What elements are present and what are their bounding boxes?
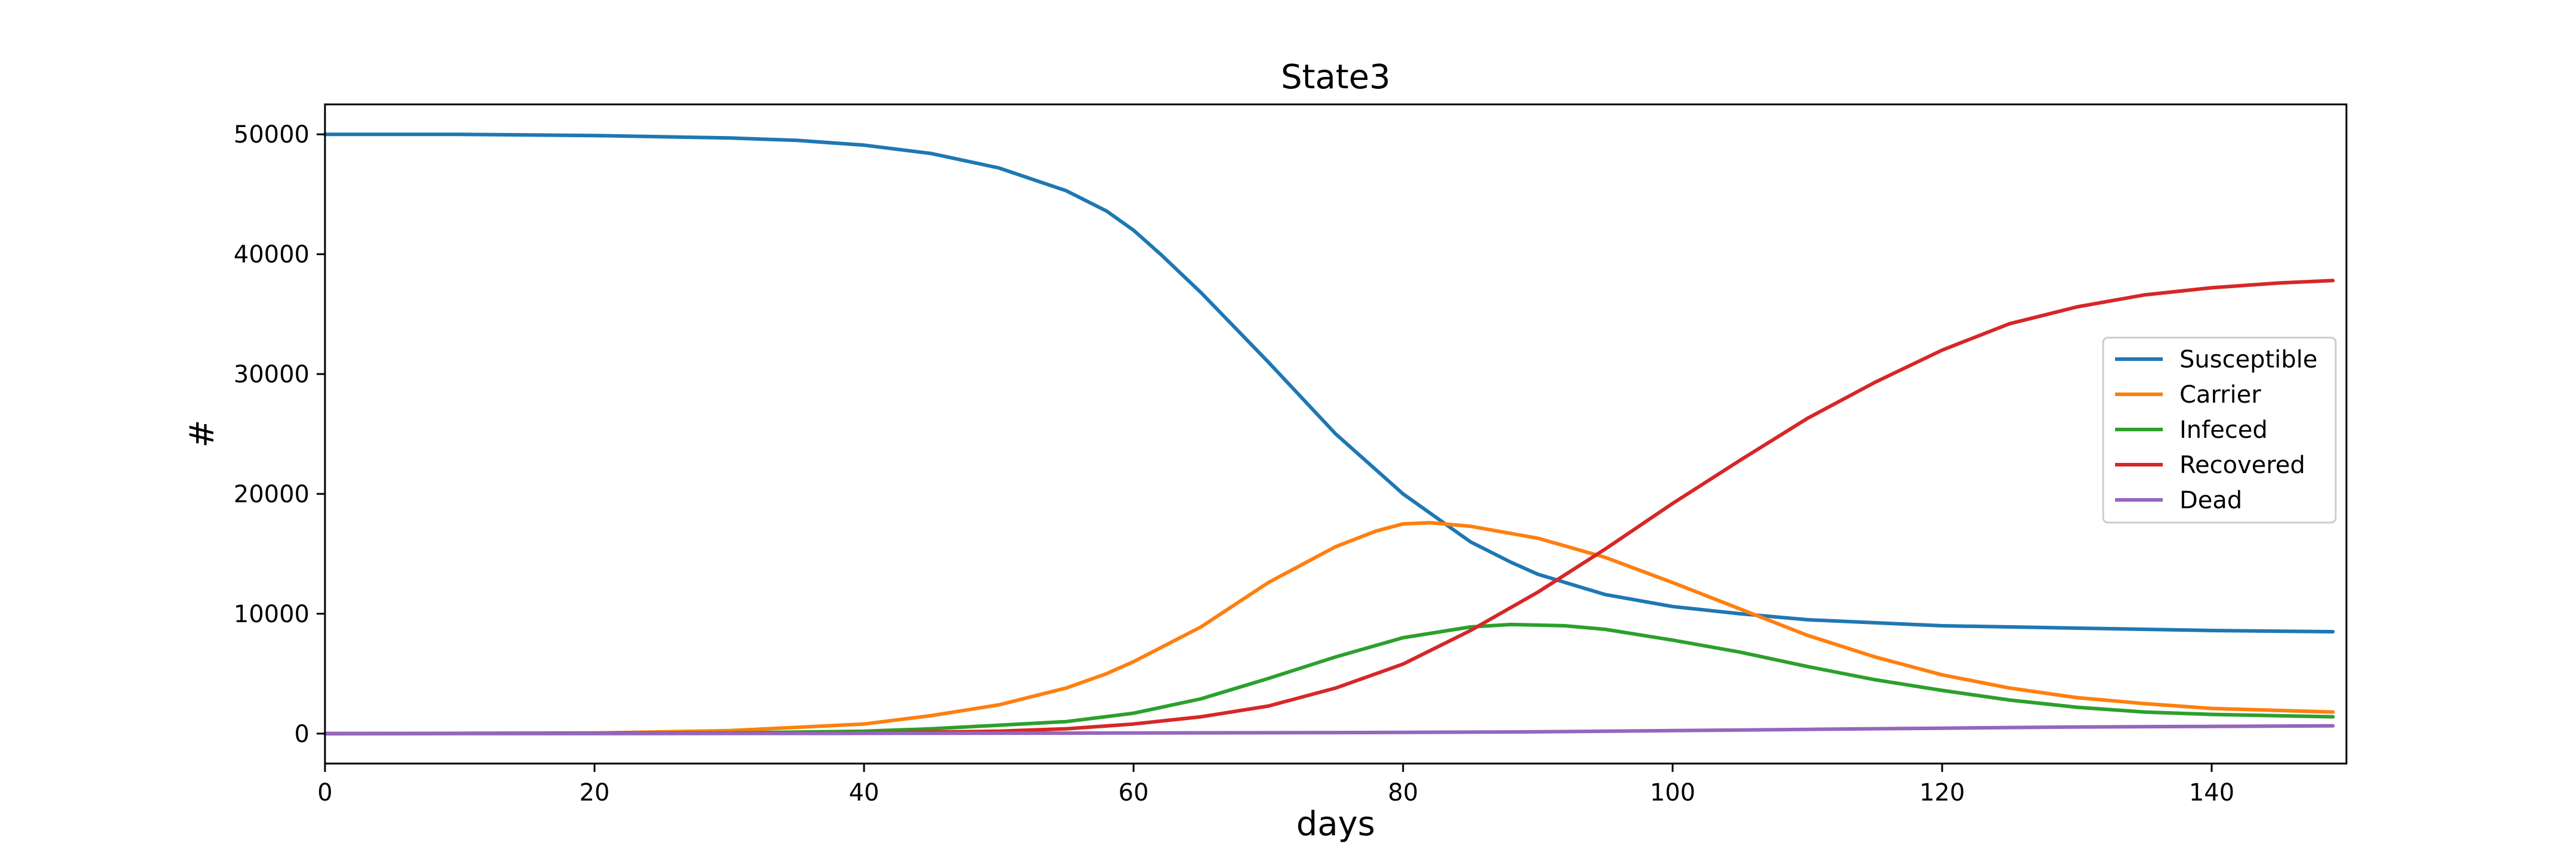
legend-label: Carrier	[2179, 381, 2261, 409]
legend-label: Susceptible	[2179, 346, 2317, 373]
x-axis-label: days	[1296, 805, 1375, 843]
legend-label: Dead	[2179, 487, 2242, 514]
x-tick-label: 60	[1119, 779, 1149, 807]
series-line-carrier	[323, 521, 2335, 736]
y-tick-label: 50000	[234, 121, 309, 149]
y-tick-label: 40000	[234, 241, 309, 268]
x-tick-label: 80	[1388, 779, 1419, 807]
x-tick-label: 20	[580, 779, 610, 807]
legend-label: Recovered	[2179, 452, 2305, 479]
y-axis: 0 10000 20000 30000 40000 50000	[234, 121, 325, 748]
x-axis: 0 20 40 60 80 100 120 140	[317, 764, 2234, 807]
series-line-recovered	[323, 279, 2335, 736]
y-tick-label: 30000	[234, 361, 309, 388]
legend-box	[2102, 336, 2337, 524]
x-tick-label: 120	[1919, 779, 1965, 807]
series-line-dead	[323, 724, 2335, 736]
x-tick-label: 140	[2189, 779, 2234, 807]
y-tick-label: 0	[295, 721, 309, 748]
chart-title: State3	[1281, 58, 1391, 97]
y-tick-label: 20000	[234, 481, 309, 508]
plot-lines	[323, 132, 2335, 736]
plot-frame	[324, 103, 2348, 765]
y-tick-label: 10000	[234, 601, 309, 628]
series-line-infeced	[323, 622, 2335, 736]
x-tick-label: 40	[849, 779, 880, 807]
x-tick-label: 0	[317, 779, 332, 807]
series-line-susceptible	[323, 132, 2335, 634]
legend-label: Infeced	[2179, 416, 2268, 444]
legend: Susceptible Carrier Infeced Recovered Dead	[2102, 336, 2337, 524]
x-tick-label: 100	[1650, 779, 1695, 807]
y-axis-label: #	[183, 420, 222, 448]
